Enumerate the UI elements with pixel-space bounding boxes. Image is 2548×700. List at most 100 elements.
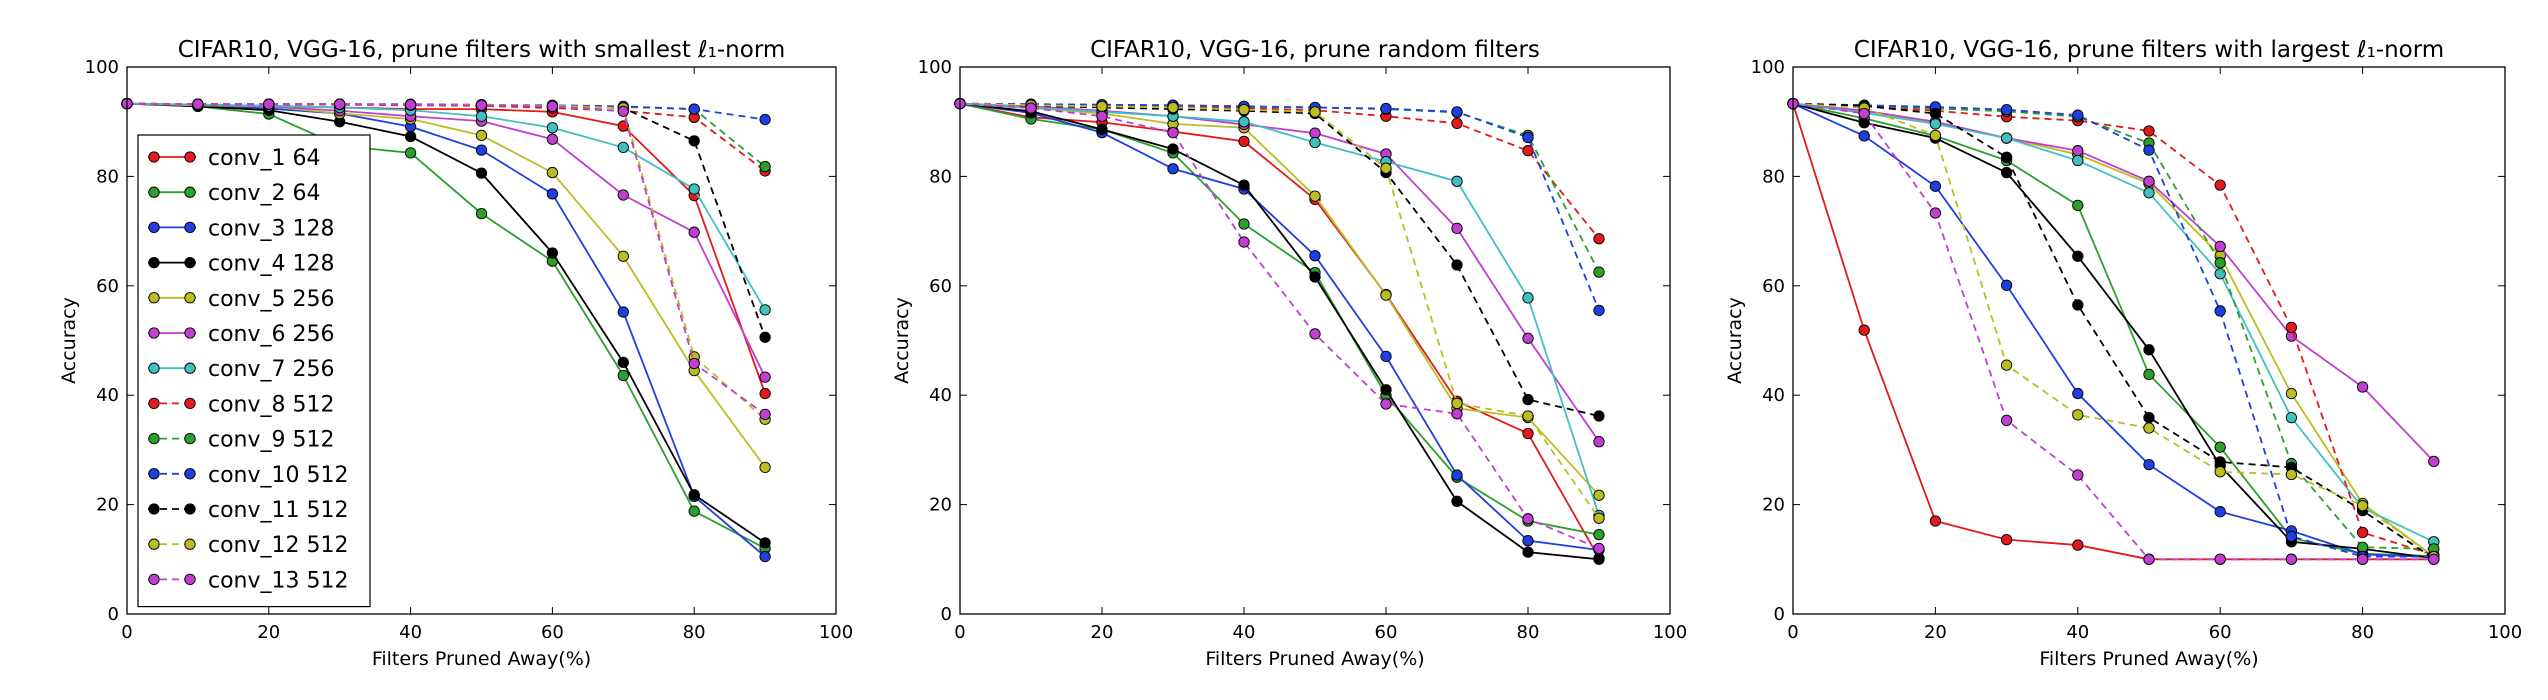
- x-axis-label: Filters Pruned Away(%): [1205, 648, 1424, 670]
- legend-marker: [148, 397, 160, 410]
- data-point: [688, 505, 700, 517]
- data-point: [759, 371, 771, 383]
- data-point: [617, 189, 629, 201]
- legend-marker: [184, 432, 196, 445]
- data-point: [2143, 422, 2155, 434]
- data-point: [1096, 110, 1108, 122]
- data-point: [404, 99, 417, 111]
- data-point: [2214, 506, 2226, 518]
- data-point: [1451, 397, 1463, 410]
- data-point: [2143, 411, 2155, 424]
- data-point: [1167, 101, 1179, 114]
- data-point: [2072, 109, 2084, 121]
- legend-item: conv_7 256: [148, 357, 335, 382]
- data-point: [2356, 553, 2369, 565]
- series-1: [954, 97, 1605, 564]
- data-point: [2214, 305, 2226, 317]
- series-line: [126, 102, 766, 558]
- y-tick-label: 20: [96, 495, 119, 516]
- series-line: [1792, 102, 2434, 558]
- data-point: [1929, 515, 1942, 527]
- data-point: [2285, 530, 2298, 542]
- series-10: [954, 97, 1605, 317]
- series-8: [1787, 97, 2440, 561]
- data-point: [2072, 299, 2084, 311]
- data-point: [2214, 456, 2226, 468]
- data-point: [2356, 500, 2369, 512]
- legend-label: conv_6 256: [208, 322, 335, 347]
- series-13: [954, 97, 1605, 555]
- legend-item: conv_6 256: [148, 322, 335, 347]
- x-tick-label: 0: [954, 622, 965, 643]
- data-point: [1380, 102, 1392, 115]
- data-point: [1167, 163, 1179, 175]
- legend-marker: [184, 221, 196, 234]
- x-tick-label: 20: [1924, 622, 1947, 643]
- data-point: [759, 331, 771, 343]
- plot-frame: [1792, 66, 2506, 615]
- series-line: [126, 102, 766, 420]
- legend-label: conv_2 64: [208, 181, 321, 206]
- legend-label: conv_1 64: [208, 146, 321, 171]
- y-tick-label: 40: [1762, 385, 1785, 406]
- data-point: [617, 369, 629, 382]
- x-axis-label: Filters Pruned Away(%): [372, 648, 591, 670]
- y-tick-label: 20: [1762, 495, 1785, 516]
- series-13: [1787, 97, 2440, 565]
- legend-marker: [148, 151, 160, 163]
- series-6: [1787, 97, 2440, 468]
- data-point: [2356, 541, 2369, 553]
- y-tick-label: 40: [929, 385, 952, 406]
- data-point: [2072, 154, 2084, 167]
- legend-marker: [184, 292, 196, 304]
- data-point: [404, 130, 417, 143]
- series-4: [954, 97, 1605, 565]
- data-point: [759, 408, 771, 420]
- data-point: [688, 183, 700, 195]
- data-point: [1167, 126, 1179, 139]
- data-point: [1096, 100, 1108, 113]
- data-point: [2285, 387, 2298, 400]
- data-point: [1858, 324, 1870, 336]
- data-point: [1238, 236, 1250, 248]
- legend-item: conv_12 512: [148, 533, 349, 558]
- data-point: [759, 550, 771, 563]
- data-point: [688, 135, 700, 147]
- legend: conv_1 64 conv_2 64 conv_3 128 conv_4 128 co…: [137, 134, 371, 608]
- data-point: [1380, 289, 1392, 301]
- data-point: [192, 98, 204, 110]
- legend-item: conv_1 64: [148, 146, 321, 171]
- data-point: [1380, 398, 1392, 410]
- legend-label: conv_5 256: [208, 287, 335, 312]
- x-tick-label: 80: [1517, 622, 1540, 643]
- data-point: [1522, 131, 1534, 144]
- data-point: [2143, 125, 2155, 137]
- data-point: [1593, 529, 1605, 541]
- legend-marker: [184, 503, 196, 515]
- series-line: [959, 102, 1600, 536]
- legend-item: conv_2 64: [148, 181, 321, 206]
- data-point: [1238, 179, 1250, 191]
- series-line: [1792, 102, 2435, 558]
- data-point: [1380, 350, 1392, 363]
- data-point: [2143, 344, 2155, 356]
- y-tick-label: 100: [85, 57, 119, 78]
- data-point: [1929, 129, 1942, 142]
- x-tick-label: 100: [819, 622, 853, 643]
- data-point: [2072, 387, 2084, 400]
- data-point: [1238, 116, 1250, 128]
- legend-item: conv_11 512: [148, 498, 349, 523]
- data-point: [546, 133, 559, 145]
- chart-panel-2: 0 20 40 60 80 100 0 20 40 60 80 100 CIFAR10, VGG-16,…: [891, 37, 1687, 670]
- x-tick-label: 60: [541, 622, 564, 643]
- data-point: [759, 160, 771, 173]
- data-point: [1593, 233, 1605, 245]
- data-point: [1451, 106, 1463, 118]
- data-point: [1451, 495, 1463, 507]
- data-point: [1451, 175, 1463, 187]
- data-point: [1380, 384, 1392, 396]
- chart-title: CIFAR10, VGG-16, prune filters with larg…: [1854, 37, 2444, 63]
- series-3: [1787, 97, 2440, 563]
- y-tick-label: 80: [1762, 166, 1785, 187]
- legend-item: conv_13 512: [148, 568, 349, 593]
